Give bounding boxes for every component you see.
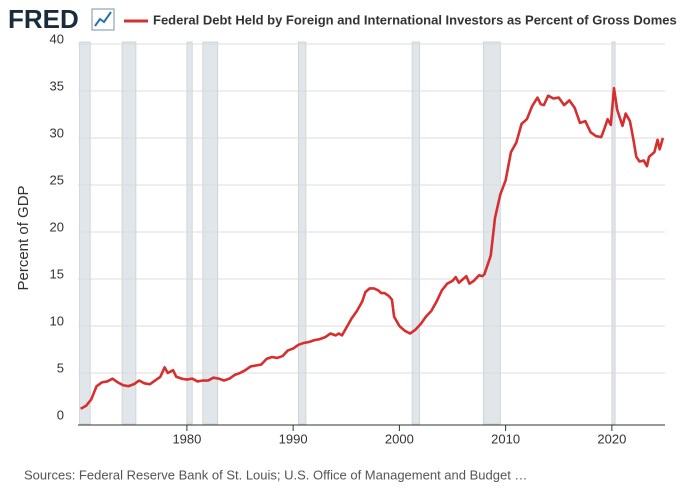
x-tick-label: 1980 <box>172 431 201 446</box>
y-axis-label: Percent of GDP <box>15 185 32 290</box>
x-tick-label: 2020 <box>597 431 626 446</box>
recession-band <box>411 41 420 425</box>
logo: FRED <box>8 4 79 34</box>
recession-band <box>79 41 91 425</box>
recession-band <box>611 41 616 425</box>
y-tick-label: 15 <box>50 266 64 281</box>
y-tick-label: 5 <box>57 360 64 375</box>
y-tick-label: 10 <box>50 313 64 328</box>
y-tick-label: 25 <box>50 172 64 187</box>
recession-band <box>121 41 137 425</box>
series-line <box>80 86 665 410</box>
y-tick-label: 40 <box>50 31 64 46</box>
y-tick-label: 20 <box>50 219 64 234</box>
y-tick-label: 0 <box>57 407 64 422</box>
y-tick-label: 30 <box>50 125 64 140</box>
recession-band <box>202 41 219 425</box>
recession-band <box>298 41 307 425</box>
recession-band <box>186 41 193 425</box>
y-tick-label: 35 <box>50 78 64 93</box>
x-tick-label: 2000 <box>385 431 414 446</box>
recession-band <box>482 41 501 425</box>
x-tick-label: 2010 <box>491 431 520 446</box>
logo-icon <box>91 8 115 31</box>
source: Sources: Federal Reserve Bank of St. Lou… <box>24 467 527 482</box>
legend-label: Federal Debt Held by Foreign and Interna… <box>153 12 677 27</box>
x-tick-label: 1990 <box>279 431 308 446</box>
